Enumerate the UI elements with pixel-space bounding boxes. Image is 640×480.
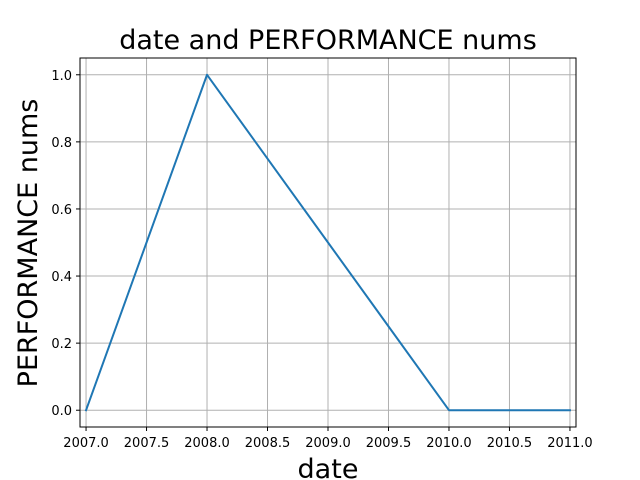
- x-axis-label: date: [298, 454, 359, 480]
- y-axis-label: PERFORMANCE nums: [13, 99, 44, 388]
- y-tick-label: 0.2: [51, 337, 72, 352]
- y-tick-label: 0.4: [51, 270, 72, 285]
- x-tick-label: 2010.0: [426, 436, 472, 451]
- x-tick-label: 2009.0: [305, 436, 351, 451]
- series-line: [84, 73, 571, 412]
- x-tick-label: 2007.0: [63, 436, 109, 451]
- x-tick-label: 2010.5: [487, 436, 533, 451]
- y-axis: 0.0 0.2 0.4 0.6 0.8 1.0: [51, 69, 80, 419]
- x-tick-label: 2007.5: [124, 436, 170, 451]
- y-tick-label: 0.6: [51, 203, 72, 218]
- series-layer: [84, 73, 571, 412]
- x-axis: 2007.0 2007.5 2008.0 2008.5 2009.0 2009.5 2010…: [63, 427, 593, 451]
- y-tick-label: 0.0: [51, 404, 72, 419]
- x-tick-label: 2008.0: [184, 436, 230, 451]
- y-tick-label: 0.8: [51, 136, 72, 151]
- x-tick-label: 2009.5: [366, 436, 412, 451]
- x-tick-label: 2008.5: [245, 436, 291, 451]
- x-tick-label: 2011.0: [547, 436, 593, 451]
- y-tick-label: 1.0: [51, 69, 72, 84]
- chart-title: date and PERFORMANCE nums: [119, 25, 537, 56]
